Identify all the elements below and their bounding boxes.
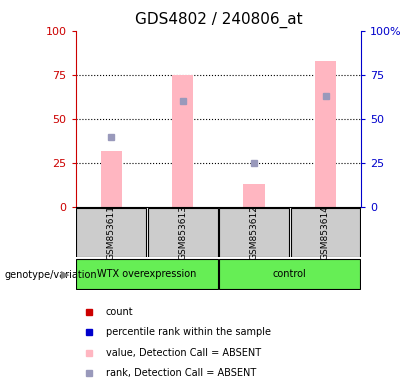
Text: percentile rank within the sample: percentile rank within the sample (106, 328, 271, 338)
Bar (76, 208, 146, 257)
Text: count: count (106, 307, 134, 317)
Bar (101, 151, 122, 207)
Text: WTX overexpression: WTX overexpression (97, 268, 197, 279)
Text: rank, Detection Call = ABSENT: rank, Detection Call = ABSENT (106, 368, 256, 378)
Text: GSM853612: GSM853612 (249, 205, 259, 260)
Bar (244, 184, 265, 207)
Bar (148, 208, 218, 257)
Text: GSM853611: GSM853611 (107, 205, 116, 260)
Bar (291, 208, 360, 257)
Text: GSM853614: GSM853614 (321, 205, 330, 260)
Bar (315, 61, 336, 207)
Bar (172, 75, 193, 207)
Bar (76, 258, 218, 289)
Text: control: control (273, 268, 307, 279)
Bar (219, 258, 360, 289)
Title: GDS4802 / 240806_at: GDS4802 / 240806_at (134, 12, 302, 28)
Text: genotype/variation: genotype/variation (4, 270, 97, 280)
Text: GSM853613: GSM853613 (178, 205, 187, 260)
Text: ▶: ▶ (61, 270, 69, 280)
Bar (219, 208, 289, 257)
Text: value, Detection Call = ABSENT: value, Detection Call = ABSENT (106, 348, 261, 358)
